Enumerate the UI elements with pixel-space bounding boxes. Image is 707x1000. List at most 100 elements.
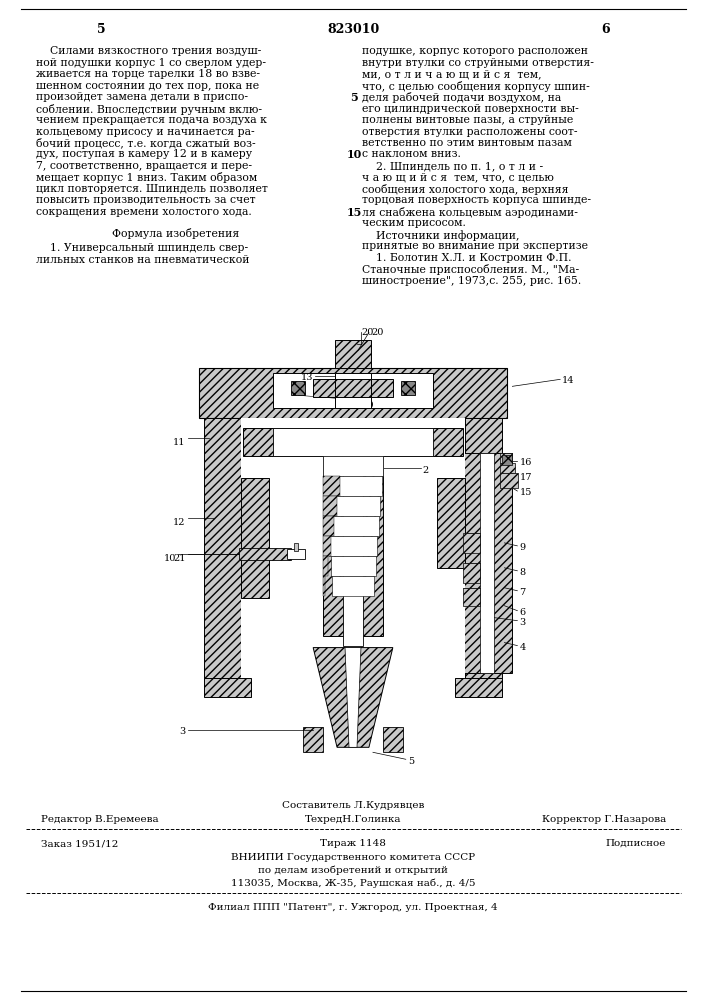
Text: 20: 20: [371, 328, 383, 337]
Text: Корректор Г.Назарова: Корректор Г.Назарова: [542, 815, 666, 824]
Text: 5: 5: [408, 757, 414, 766]
Bar: [240, 548, 291, 560]
Text: ветственно по этим винтовым пазам: ветственно по этим винтовым пазам: [362, 138, 572, 148]
Text: 15: 15: [520, 488, 532, 497]
Bar: [328, 516, 379, 536]
Bar: [323, 456, 383, 636]
Bar: [204, 678, 252, 697]
Text: что, с целью сообщения корпусу шпин-: что, с целью сообщения корпусу шпин-: [362, 81, 590, 92]
Text: полнены винтовые пазы, а струйные: полнены винтовые пазы, а струйные: [362, 115, 573, 125]
Text: 19: 19: [363, 401, 375, 410]
Bar: [323, 476, 340, 496]
Bar: [335, 373, 371, 408]
Text: повысить производительность за счет: повысить производительность за счет: [36, 195, 256, 205]
Text: 21: 21: [173, 554, 186, 563]
Text: торцовая поверхность корпуса шпинде-: торцовая поверхность корпуса шпинде-: [362, 195, 591, 205]
Bar: [464, 418, 503, 678]
Bar: [323, 576, 325, 596]
Text: 15: 15: [346, 207, 362, 218]
Text: Редактор В.Еремеева: Редактор В.Еремеева: [41, 815, 159, 824]
Text: бочий процесс, т.е. когда сжатый воз-: бочий процесс, т.е. когда сжатый воз-: [36, 138, 256, 149]
Bar: [462, 588, 481, 606]
Bar: [323, 496, 337, 516]
Text: 113035, Москва, Ж-35, Раушская наб., д. 4/5: 113035, Москва, Ж-35, Раушская наб., д. …: [230, 879, 475, 888]
Bar: [335, 379, 371, 397]
Text: 6: 6: [602, 23, 610, 36]
Bar: [335, 340, 371, 368]
Text: шиностроение", 1973,с. 255, рис. 165.: шиностроение", 1973,с. 255, рис. 165.: [362, 276, 581, 286]
Text: 2: 2: [423, 466, 429, 475]
Bar: [323, 536, 331, 556]
Text: 7: 7: [520, 588, 525, 597]
Text: ной подушки корпус 1 со сверлом удер-: ной подушки корпус 1 со сверлом удер-: [36, 58, 267, 68]
Bar: [274, 373, 433, 408]
Text: произойдет замена детали в приспо-: произойдет замена детали в приспо-: [36, 92, 248, 102]
Bar: [481, 453, 494, 673]
Text: мещает корпус 1 вниз. Таким образом: мещает корпус 1 вниз. Таким образом: [36, 172, 257, 183]
Text: цикл повторяется. Шпиндель позволяет: цикл повторяется. Шпиндель позволяет: [36, 184, 268, 194]
Text: 5: 5: [350, 92, 358, 103]
Bar: [401, 381, 415, 395]
Text: ческим присосом.: ческим присосом.: [362, 218, 466, 228]
Bar: [303, 727, 323, 752]
Text: кольцевому присосу и начинается ра-: кольцевому присосу и начинается ра-: [36, 127, 255, 137]
Bar: [455, 678, 503, 697]
Text: 16: 16: [520, 458, 532, 467]
Text: с наклоном вниз.: с наклоном вниз.: [362, 149, 461, 159]
Text: по делам изобретений и открытий: по делам изобретений и открытий: [258, 866, 448, 875]
Text: дух, поступая в камеру 12 и в камеру: дух, поступая в камеру 12 и в камеру: [36, 149, 252, 159]
Text: Силами вязкостного трения воздуш-: Силами вязкостного трения воздуш-: [36, 46, 262, 56]
Bar: [313, 379, 393, 397]
Text: Филиал ППП "Патент", г. Ужгород, ул. Проектная, 4: Филиал ППП "Патент", г. Ужгород, ул. Про…: [208, 903, 498, 912]
Text: Заказ 1951/12: Заказ 1951/12: [41, 839, 119, 848]
Bar: [204, 418, 242, 678]
Bar: [343, 456, 363, 646]
Text: 8: 8: [520, 568, 525, 577]
Text: 1. Универсальный шпиндель свер-: 1. Универсальный шпиндель свер-: [36, 243, 248, 253]
Text: его цилиндрической поверхности вы-: его цилиндрической поверхности вы-: [362, 104, 579, 114]
Text: внутри втулки со струйными отверстия-: внутри втулки со струйными отверстия-: [362, 58, 594, 68]
Text: соблении. Впоследствии ручным вклю-: соблении. Впоследствии ручным вклю-: [36, 104, 262, 115]
Text: лильных станков на пневматической: лильных станков на пневматической: [36, 255, 250, 265]
Text: ВНИИПИ Государственного комитета СССР: ВНИИПИ Государственного комитета СССР: [231, 853, 475, 862]
Text: 3: 3: [180, 727, 186, 736]
Text: ч а ю щ и й с я  тем, что, с целью: ч а ю щ и й с я тем, что, с целью: [362, 172, 554, 182]
Text: Формула изобретения: Формула изобретения: [112, 228, 240, 239]
Text: сообщения холостого хода, верхняя: сообщения холостого хода, верхняя: [362, 184, 568, 195]
Text: 3: 3: [520, 618, 525, 627]
Text: отверстия втулки расположены соот-: отверстия втулки расположены соот-: [362, 127, 578, 137]
Bar: [501, 463, 515, 473]
Text: 10: 10: [346, 149, 361, 160]
Bar: [323, 456, 383, 476]
Polygon shape: [345, 648, 361, 747]
Text: живается на торце тарелки 18 во взве-: живается на торце тарелки 18 во взве-: [36, 69, 260, 79]
Bar: [242, 418, 464, 678]
Bar: [274, 428, 433, 456]
Text: 823010: 823010: [327, 23, 379, 36]
Text: 20: 20: [361, 328, 373, 337]
Text: ля снабжена кольцевым аэродинами-: ля снабжена кольцевым аэродинами-: [362, 207, 578, 218]
Text: 12: 12: [173, 518, 186, 527]
Text: Подписное: Подписное: [605, 839, 666, 848]
Bar: [383, 727, 403, 752]
Bar: [199, 368, 508, 418]
Text: 6: 6: [520, 608, 525, 617]
Bar: [501, 473, 518, 488]
Text: 7, соответственно, вращается и пере-: 7, соответственно, вращается и пере-: [36, 161, 252, 171]
Bar: [462, 533, 481, 553]
Bar: [503, 455, 513, 465]
Text: деля рабочей подачи воздухом, на: деля рабочей подачи воздухом, на: [362, 92, 561, 103]
Bar: [462, 453, 513, 673]
Bar: [291, 381, 305, 395]
Text: 11: 11: [173, 438, 186, 447]
Bar: [242, 478, 269, 598]
Bar: [325, 476, 382, 496]
Text: 18: 18: [324, 384, 335, 393]
Bar: [287, 549, 305, 559]
Text: Составитель Л.Кудрявцев: Составитель Л.Кудрявцев: [282, 801, 424, 810]
Bar: [294, 543, 298, 551]
Bar: [329, 536, 377, 556]
Text: Источники информации,: Источники информации,: [362, 230, 520, 241]
Bar: [501, 453, 513, 463]
Text: ми, о т л и ч а ю щ и й с я  тем,: ми, о т л и ч а ю щ и й с я тем,: [362, 69, 542, 79]
